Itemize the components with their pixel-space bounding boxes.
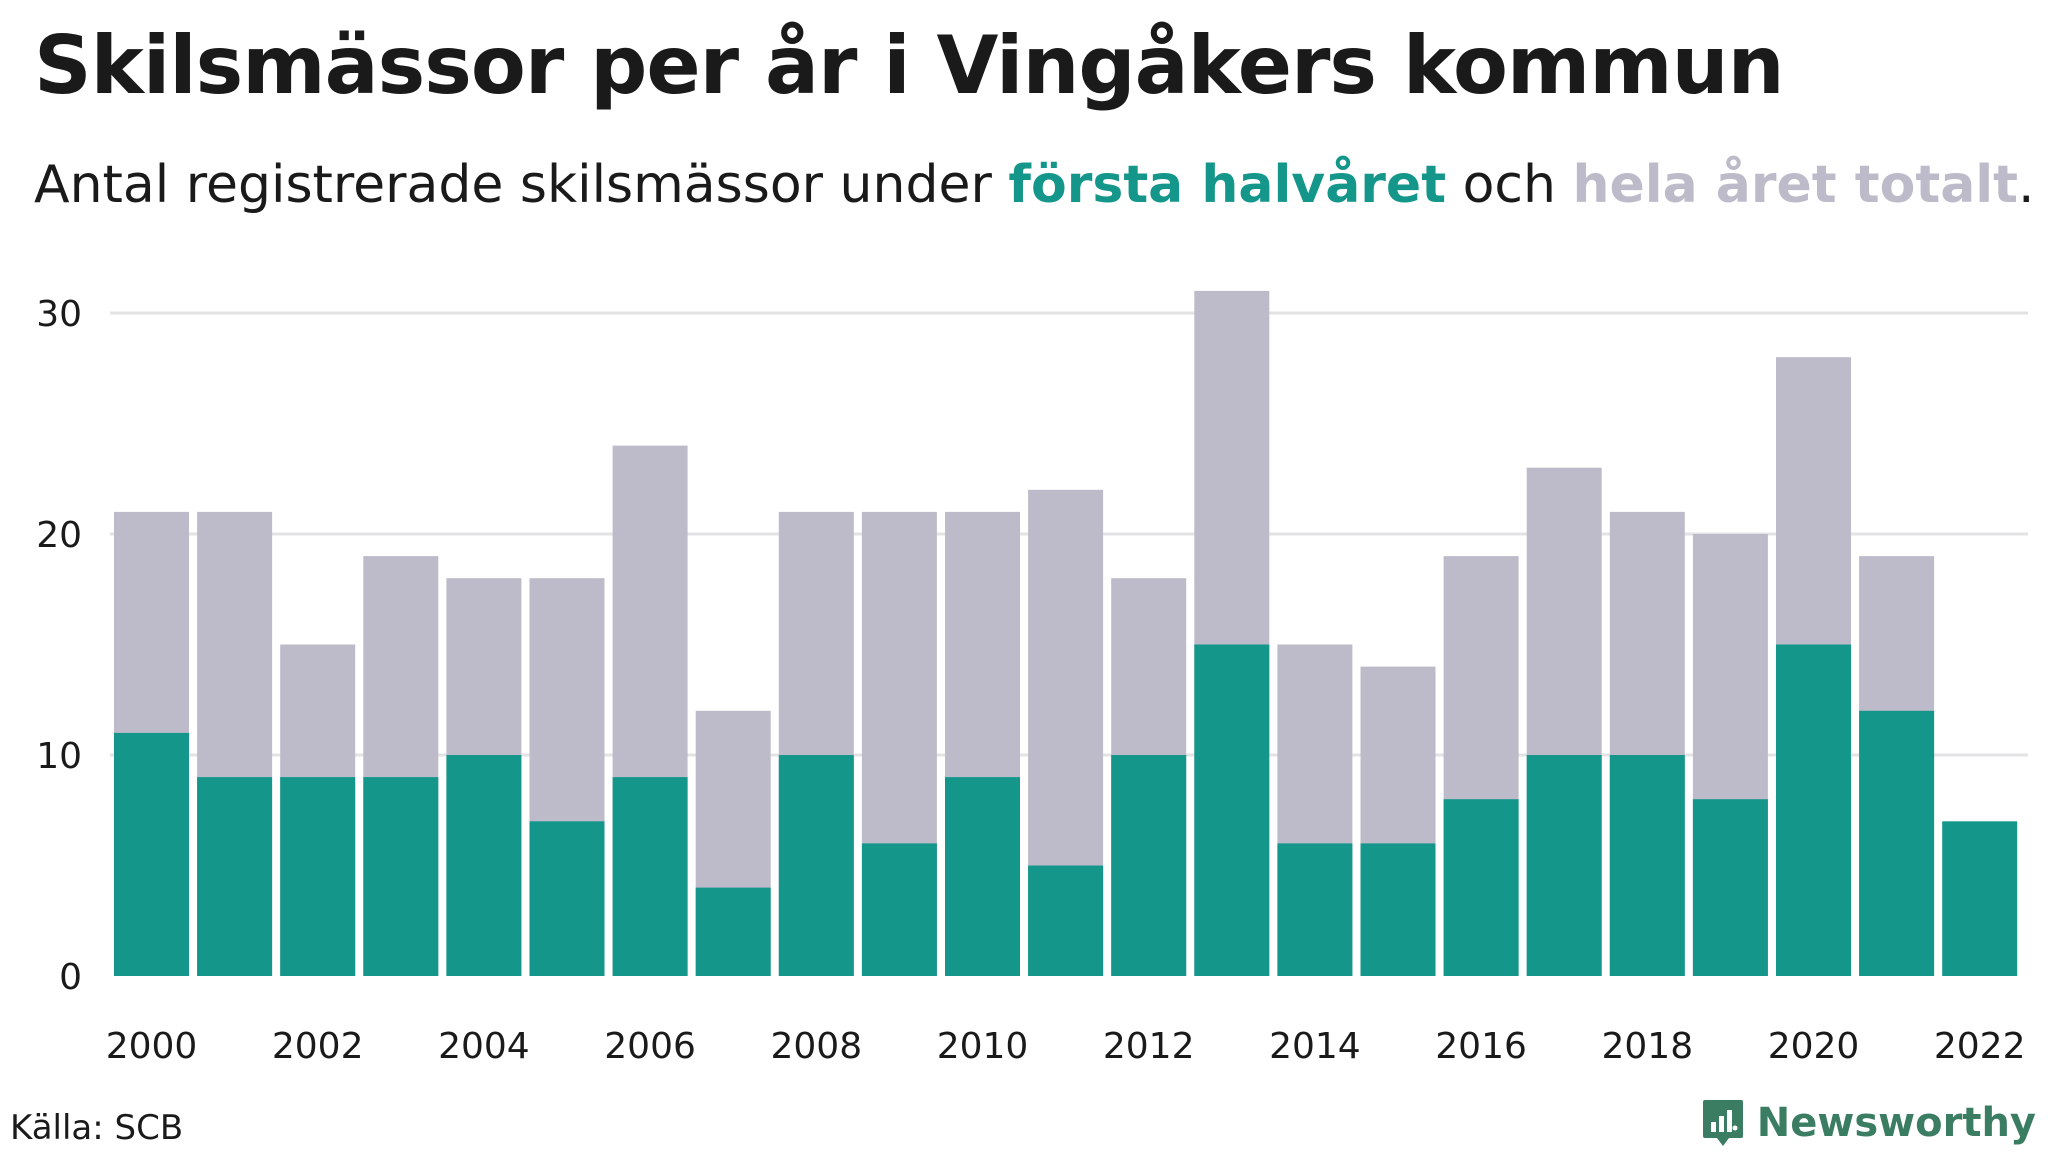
- bar-first-half-2007: [695, 887, 771, 976]
- bar-first-half-2016: [1443, 799, 1519, 976]
- bar-first-half-2010: [945, 777, 1020, 976]
- x-tick-label-2008: 2008: [770, 1026, 862, 1067]
- subtitle-suffix: .: [2017, 155, 2035, 215]
- brand: Newsworthy: [1701, 1098, 2036, 1148]
- y-tick-label-0: 0: [59, 957, 82, 998]
- bar-first-half-2004: [446, 755, 522, 976]
- x-tick-label-2000: 2000: [106, 1026, 198, 1067]
- bar-first-half-2020: [1776, 644, 1851, 976]
- x-tick-label-2014: 2014: [1269, 1026, 1361, 1067]
- bar-first-half-2013: [1194, 644, 1270, 976]
- bar-first-half-2006: [612, 777, 688, 976]
- y-axis-labels: 0 10 20 30: [36, 294, 82, 998]
- x-tick-label-2016: 2016: [1435, 1026, 1527, 1067]
- y-tick-label-10: 10: [36, 736, 82, 777]
- subtitle-total-highlight: hela året totalt: [1572, 155, 2018, 215]
- newsworthy-logo-icon: [1701, 1098, 1745, 1148]
- x-tick-label-2022: 2022: [1934, 1026, 2026, 1067]
- bar-first-half-2015: [1360, 843, 1436, 976]
- subtitle-mid: och: [1446, 155, 1573, 215]
- x-tick-label-2004: 2004: [438, 1026, 530, 1067]
- y-tick-label-20: 20: [36, 515, 82, 556]
- bar-first-half-2021: [1859, 710, 1935, 976]
- bar-first-half-2001: [197, 777, 273, 976]
- bar-first-half-2000: [114, 732, 189, 976]
- x-tick-label-2018: 2018: [1601, 1026, 1693, 1067]
- x-tick-label-2006: 2006: [604, 1026, 696, 1067]
- bar-first-half-2003: [363, 777, 439, 976]
- x-tick-label-2012: 2012: [1103, 1026, 1195, 1067]
- subtitle-first-half-highlight: första halvåret: [1008, 155, 1447, 215]
- bar-first-half-2018: [1609, 755, 1685, 976]
- brand-name: Newsworthy: [1756, 1100, 2036, 1146]
- x-tick-label-2002: 2002: [272, 1026, 364, 1067]
- x-tick-label-2020: 2020: [1768, 1026, 1860, 1067]
- x-tick-label-2010: 2010: [937, 1026, 1029, 1067]
- bar-first-half-2009: [861, 843, 937, 976]
- source-note: Källa: SCB: [10, 1108, 184, 1148]
- bar-first-half-2002: [280, 777, 356, 976]
- bar-first-half-2012: [1111, 755, 1187, 976]
- subtitle-prefix: Antal registrerade skilsmässor under: [34, 155, 1009, 215]
- bar-first-half-2008: [778, 755, 854, 976]
- bars-first-half: [114, 644, 2018, 976]
- chart-title: Skilsmässor per år i Vingåkers kommun: [34, 19, 1785, 112]
- bar-first-half-2005: [529, 821, 605, 976]
- bar-first-half-2014: [1277, 843, 1353, 976]
- x-axis-labels: 2000 2002 2004 2006 2008 2010 2012 2014 2016 2018…: [106, 1026, 2026, 1067]
- y-tick-label-30: 30: [36, 294, 82, 335]
- bar-first-half-2017: [1526, 755, 1602, 976]
- chart-subtitle: Antal registrerade skilsmässor under för…: [34, 152, 2035, 220]
- bar-first-half-2022: [1942, 821, 2018, 976]
- bar-first-half-2019: [1692, 799, 1768, 976]
- bar-first-half-2011: [1028, 865, 1104, 976]
